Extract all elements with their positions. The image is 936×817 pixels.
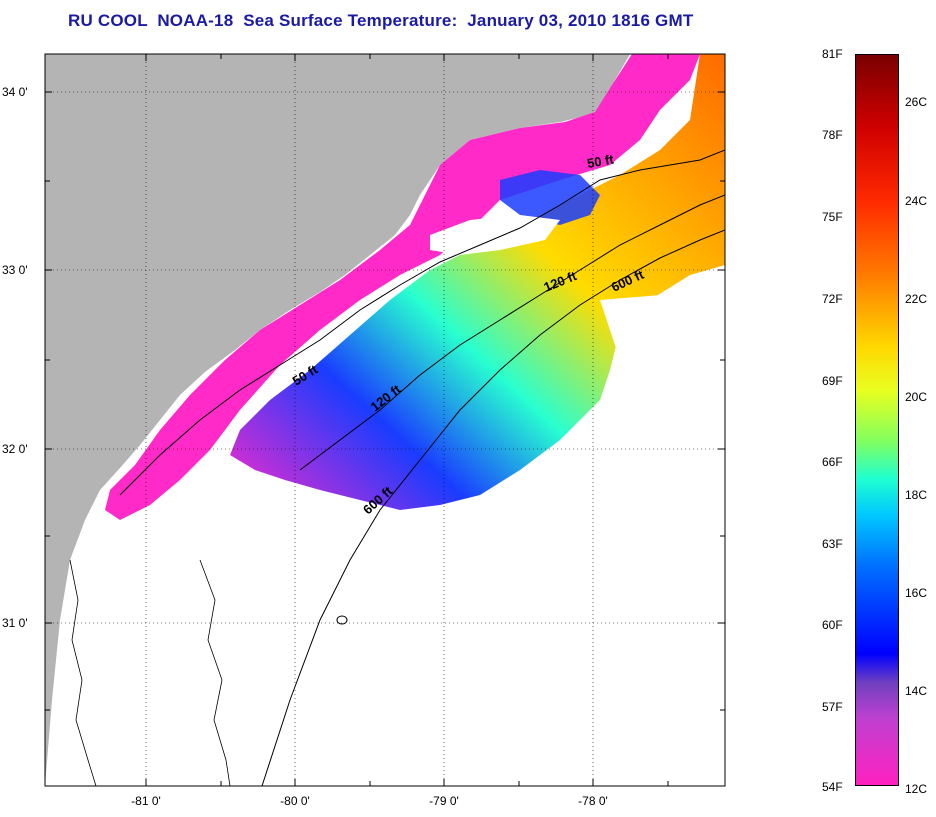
- lat-label-34: 34 0': [2, 85, 28, 99]
- lat-label-32: 32 0': [2, 442, 28, 456]
- colorbar-label-75f: 75F: [822, 210, 843, 224]
- colorbar-label-26c: 26C: [905, 95, 928, 109]
- colorbar-label-24c: 24C: [905, 194, 928, 208]
- colorbar-label-18c: 18C: [905, 488, 928, 502]
- colorbar-label-60f: 60F: [822, 618, 843, 632]
- cold-pocket: [500, 170, 600, 225]
- colorbar-label-54f: 54F: [822, 780, 843, 794]
- colorbar-label-14c: 14C: [905, 684, 928, 698]
- colorbar-label-57f: 57F: [822, 700, 843, 714]
- contour-50ft: [119, 149, 725, 496]
- land-mass: [45, 54, 630, 786]
- colorbar-label-81f: 81F: [822, 47, 843, 61]
- plot-frame: [44, 53, 726, 787]
- lat-label-33: 33 0': [2, 263, 28, 277]
- grid-lines: [45, 54, 725, 786]
- colorbar-label-20c: 20C: [905, 390, 928, 404]
- colorbar-label-66f: 66F: [822, 455, 843, 469]
- contour-label-50ft-north: 50 ft: [586, 151, 616, 171]
- colorbar-label-63f: 63F: [822, 537, 843, 551]
- colorbar-label-22c: 22C: [905, 292, 928, 306]
- colorbar-label-72f: 72F: [822, 292, 843, 306]
- cold-water-nearshore: [105, 54, 700, 520]
- cloud-cover-south: [600, 295, 705, 460]
- contour-120ft: [299, 194, 725, 471]
- lon-label-78: -78 0': [578, 794, 608, 808]
- tick-marks: [45, 54, 725, 786]
- map-title: RU COOL NOAA-18 Sea Surface Temperature:…: [68, 11, 694, 30]
- temperature-band: [230, 54, 725, 510]
- lon-label-79: -79 0': [429, 794, 459, 808]
- lon-label-80: -80 0': [280, 794, 310, 808]
- lat-label-31: 31 0': [2, 616, 28, 630]
- contour-600ft: [261, 229, 725, 786]
- temperature-colorbar: [855, 54, 899, 786]
- seamount-contour: [336, 615, 348, 625]
- colorbar-label-69f: 69F: [822, 374, 843, 388]
- lon-label-81: -81 0': [131, 794, 161, 808]
- colorbar-label-16c: 16C: [905, 586, 928, 600]
- cloud-cover: [430, 215, 560, 255]
- colorbar-label-12c: 12C: [905, 782, 928, 796]
- colorbar-label-78f: 78F: [822, 128, 843, 142]
- coastline-detail: [69, 559, 231, 786]
